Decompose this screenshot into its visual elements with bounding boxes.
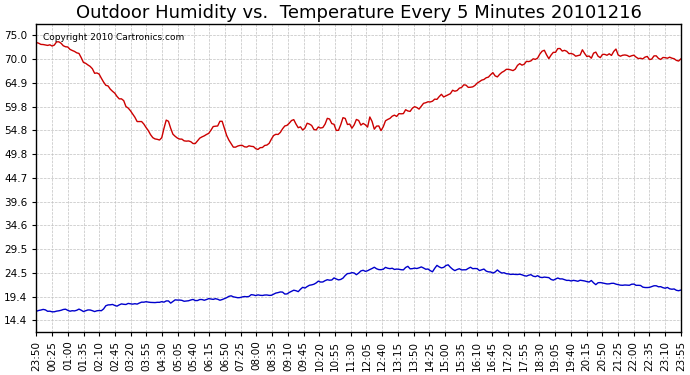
Text: Copyright 2010 Cartronics.com: Copyright 2010 Cartronics.com	[43, 33, 184, 42]
Title: Outdoor Humidity vs.  Temperature Every 5 Minutes 20101216: Outdoor Humidity vs. Temperature Every 5…	[76, 4, 642, 22]
